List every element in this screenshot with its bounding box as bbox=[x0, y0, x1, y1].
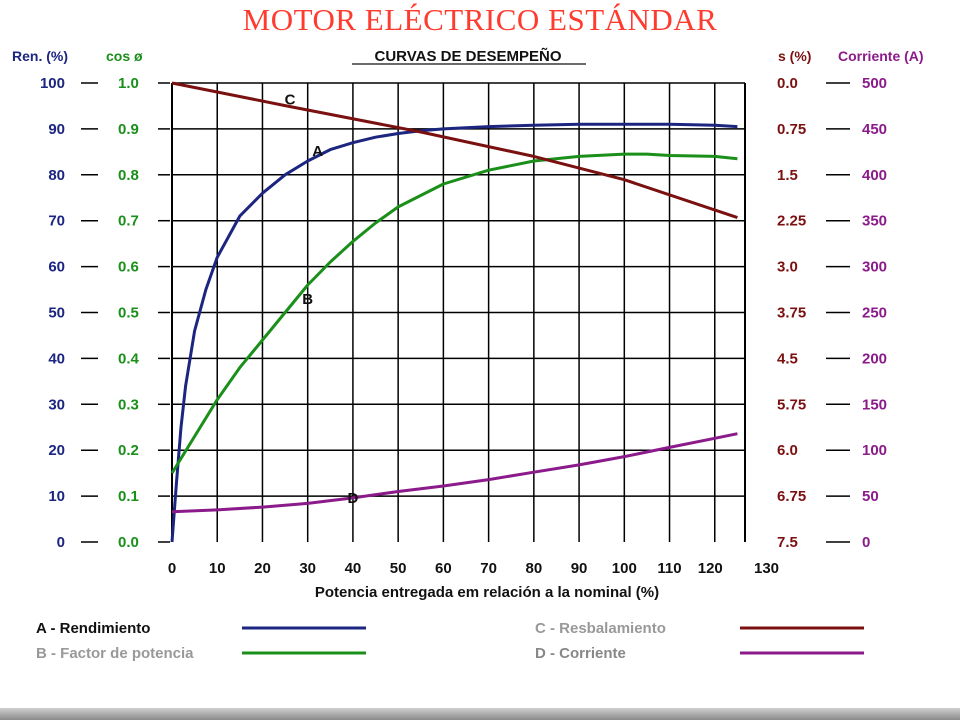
tick-label-current: 300 bbox=[862, 259, 887, 276]
series-line-C bbox=[171, 81, 738, 220]
series-marker-A: A bbox=[312, 143, 323, 160]
tick-label-slip: 3.0 bbox=[777, 259, 798, 276]
tick-label-slip: 7.5 bbox=[777, 534, 798, 551]
tick-label-current: 400 bbox=[862, 167, 887, 184]
axis-label-ren: Ren. (%) bbox=[12, 48, 68, 64]
tick-label-cos: 0.8 bbox=[118, 167, 139, 184]
chart-legend: A - Rendimiento B - Factor de potencia C -… bbox=[36, 620, 864, 662]
tick-label-slip: 6.0 bbox=[777, 442, 798, 459]
legend-label-D: D - Corriente bbox=[535, 645, 626, 662]
series-marker-D: D bbox=[348, 490, 359, 507]
tick-label-cos: 0.9 bbox=[118, 121, 139, 138]
x-tick-label: 40 bbox=[345, 560, 362, 577]
tick-label-slip: 6.75 bbox=[777, 488, 806, 505]
axis-label-cos: cos ø bbox=[106, 48, 143, 64]
x-tick-label: 0 bbox=[168, 560, 176, 577]
x-axis-label: Potencia entregada em relación a la nomi… bbox=[315, 584, 659, 601]
tick-label-cos: 0.4 bbox=[118, 350, 140, 367]
tick-label-current: 100 bbox=[862, 442, 887, 459]
slide-title: MOTOR ELÉCTRICO ESTÁNDAR bbox=[242, 2, 718, 37]
tick-label-slip: 1.5 bbox=[777, 167, 798, 184]
legend-label-C: C - Resbalamiento bbox=[535, 620, 666, 637]
legend-label-B: B - Factor de potencia bbox=[36, 645, 194, 662]
axis-label-slip: s (%) bbox=[778, 48, 811, 64]
tick-label-current: 500 bbox=[862, 75, 887, 92]
tick-label-cos: 0.5 bbox=[118, 305, 139, 322]
tick-label-cos: 0.3 bbox=[118, 396, 139, 413]
tick-label-ren: 100 bbox=[40, 75, 65, 92]
tick-label-cos: 0.0 bbox=[118, 534, 139, 551]
tick-label-ren: 10 bbox=[48, 488, 65, 505]
x-tick-label: 100 bbox=[612, 560, 637, 577]
series-line-B bbox=[170, 152, 738, 474]
x-tick-label: 10 bbox=[209, 560, 226, 577]
x-tick-label: 120 bbox=[698, 560, 723, 577]
tick-label-slip: 5.75 bbox=[777, 396, 806, 413]
tick-label-ren: 40 bbox=[48, 350, 65, 367]
tick-label-cos: 0.7 bbox=[118, 213, 139, 230]
legend-label-A: A - Rendimiento bbox=[36, 620, 150, 637]
x-tick-label: 130 bbox=[754, 560, 779, 577]
window-bottom-border bbox=[0, 708, 960, 720]
series-line-A bbox=[170, 122, 738, 543]
tick-label-current: 250 bbox=[862, 305, 887, 322]
tick-label-ren: 50 bbox=[48, 305, 65, 322]
x-tick-label: 30 bbox=[299, 560, 316, 577]
chart-labels: CURVAS DE DESEMPEÑO A B C D bbox=[285, 47, 586, 507]
tick-label-current: 50 bbox=[862, 488, 879, 505]
tick-label-cos: 0.1 bbox=[118, 488, 139, 505]
x-tick-label: 60 bbox=[435, 560, 452, 577]
tick-label-ren: 70 bbox=[48, 213, 65, 230]
chart-grid bbox=[171, 82, 746, 542]
tick-label-ren: 20 bbox=[48, 442, 65, 459]
tick-label-current: 0 bbox=[862, 534, 870, 551]
tick-label-cos: 0.2 bbox=[118, 442, 139, 459]
tick-label-ren: 30 bbox=[48, 396, 65, 413]
tick-label-slip: 4.5 bbox=[777, 350, 798, 367]
tick-label-current: 150 bbox=[862, 396, 887, 413]
axis-label-current: Corriente (A) bbox=[838, 48, 924, 64]
series-line-D bbox=[171, 432, 738, 514]
tick-label-slip: 3.75 bbox=[777, 305, 806, 322]
x-tick-label: 90 bbox=[571, 560, 588, 577]
x-tick-label: 110 bbox=[657, 560, 681, 577]
tick-label-cos: 0.6 bbox=[118, 259, 139, 276]
tick-label-cos: 1.0 bbox=[118, 75, 139, 92]
tick-label-current: 350 bbox=[862, 213, 887, 230]
x-tick-label: 70 bbox=[480, 560, 497, 577]
tick-label-slip: 0.75 bbox=[777, 121, 806, 138]
tick-label-current: 200 bbox=[862, 350, 887, 367]
series-marker-B: B bbox=[302, 291, 313, 308]
tick-label-ren: 90 bbox=[48, 121, 65, 138]
tick-label-slip: 0.0 bbox=[777, 75, 798, 92]
tick-label-ren: 60 bbox=[48, 259, 65, 276]
chart-title: CURVAS DE DESEMPEÑO bbox=[375, 47, 562, 65]
x-tick-label: 20 bbox=[254, 560, 271, 577]
x-tick-label: 80 bbox=[526, 560, 543, 577]
series-marker-C: C bbox=[285, 92, 296, 109]
x-tick-label: 50 bbox=[390, 560, 407, 577]
tick-label-ren: 0 bbox=[57, 534, 65, 551]
tick-label-slip: 2.25 bbox=[777, 213, 806, 230]
tick-label-current: 450 bbox=[862, 121, 887, 138]
tick-label-ren: 80 bbox=[48, 167, 65, 184]
chart-series bbox=[170, 81, 738, 543]
